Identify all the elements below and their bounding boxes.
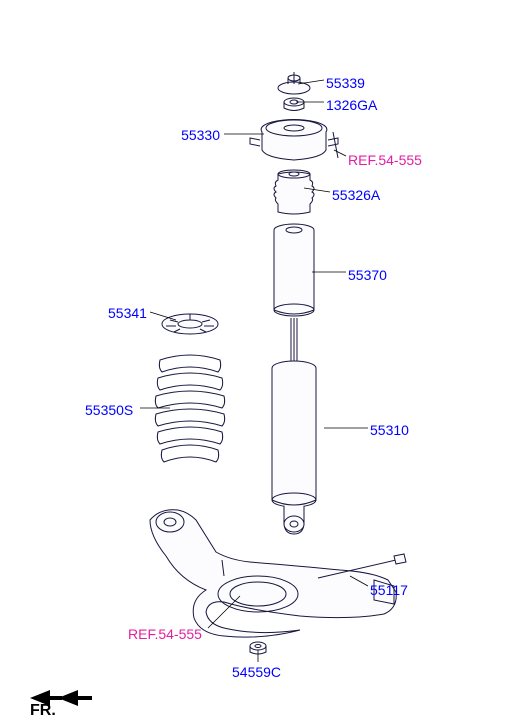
label-55339: 55339	[326, 75, 365, 91]
label-1326GA: 1326GA	[326, 97, 377, 113]
label-ref-upper: REF.54-555	[348, 152, 422, 168]
part-1326GA	[284, 98, 304, 111]
part-lower-arm	[150, 510, 396, 637]
corner-label-fr: FR.	[30, 702, 56, 720]
part-55341	[162, 314, 218, 334]
part-55326A	[274, 170, 314, 214]
label-55117: 55117	[370, 582, 408, 598]
parts-diagram	[0, 0, 532, 727]
label-55350S: 55350S	[85, 402, 133, 418]
part-55330	[250, 120, 338, 161]
label-54559C: 54559C	[232, 664, 281, 680]
label-55341: 55341	[108, 305, 147, 321]
label-55330: 55330	[181, 127, 220, 143]
part-55310	[272, 361, 316, 534]
part-55370	[274, 224, 314, 316]
label-55326A: 55326A	[332, 187, 380, 203]
label-55310: 55310	[370, 422, 409, 438]
label-55370: 55370	[348, 267, 387, 283]
label-ref-lower: REF.54-555	[128, 626, 202, 642]
part-55350S	[155, 355, 224, 462]
